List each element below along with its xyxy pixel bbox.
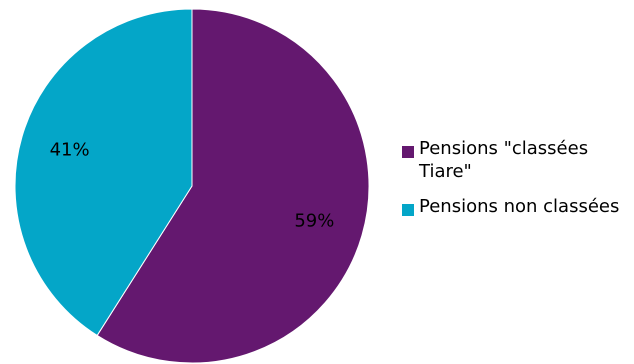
slice-label-tiare: 59% bbox=[294, 211, 334, 232]
legend-item-tiare: Pensions "classées Tiare" bbox=[402, 137, 634, 183]
legend-label-tiare: Pensions "classées Tiare" bbox=[419, 138, 589, 182]
pie-slices bbox=[14, 8, 370, 364]
slice-label-non-classees: 41% bbox=[50, 139, 90, 160]
chart-legend: Pensions "classées Tiare" Pensions non c… bbox=[402, 137, 634, 230]
legend-swatch-non-classees bbox=[402, 204, 414, 216]
pie-slice-tiare bbox=[96, 8, 370, 364]
pie-slice-labels: 59% 41% bbox=[50, 139, 335, 231]
pie-slice-non-classees bbox=[14, 8, 193, 337]
legend-item-non-classees: Pensions non classées bbox=[402, 195, 634, 218]
legend-label-non-classees: Pensions non classées bbox=[419, 196, 620, 217]
legend-swatch-tiare bbox=[402, 146, 414, 158]
